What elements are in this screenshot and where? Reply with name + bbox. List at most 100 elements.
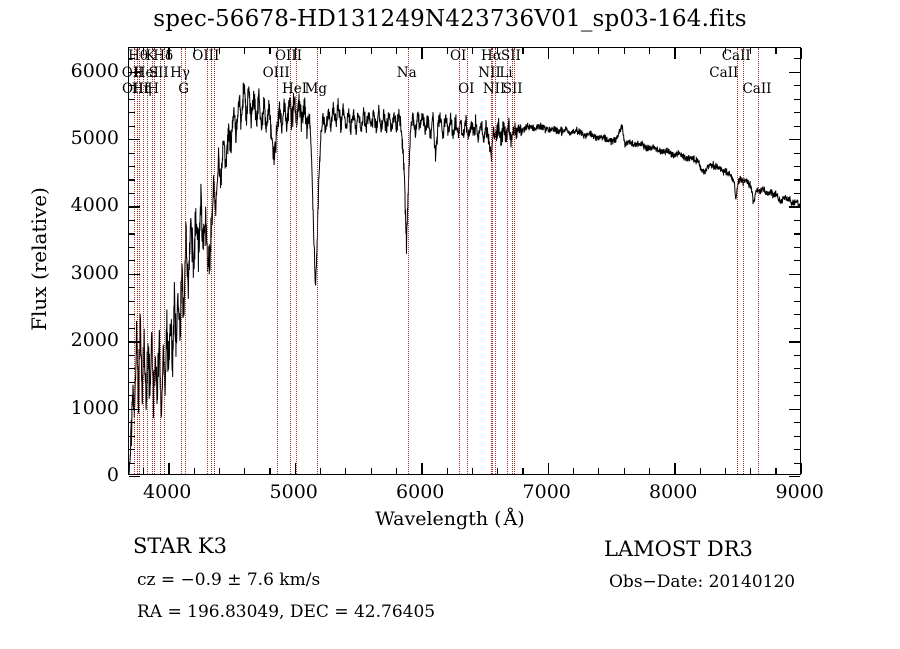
axis-tick — [699, 48, 701, 54]
axis-tick — [794, 435, 800, 437]
line-id-label: Li — [499, 65, 513, 81]
axis-tick — [794, 381, 800, 383]
marker-line — [142, 48, 144, 474]
marker-line — [316, 48, 318, 474]
axis-tick — [129, 152, 135, 154]
axis-tick — [750, 468, 752, 474]
marker-line — [136, 48, 138, 474]
observation-date-text: Obs−Date: 20140120 — [609, 572, 796, 592]
axis-tick — [794, 192, 800, 195]
line-id-label: Hθ — [128, 48, 149, 64]
marker-line — [507, 48, 508, 474]
line-id-label: Mg — [304, 81, 328, 97]
axis-tick — [129, 395, 135, 397]
x-tick-label: 4000 — [143, 481, 192, 503]
axis-tick — [794, 166, 800, 168]
axis-tick — [218, 48, 220, 54]
axis-tick — [794, 354, 800, 356]
axis-tick — [129, 58, 135, 60]
axis-tick — [320, 468, 322, 474]
axis-tick — [794, 112, 800, 114]
x-axis-title: Wavelength (Å) — [0, 508, 900, 530]
axis-tick — [129, 422, 135, 424]
axis-tick — [129, 179, 135, 181]
axis-tick — [547, 463, 550, 474]
axis-tick — [794, 300, 800, 302]
x-axis-title-text: Wavelength ( — [375, 508, 502, 530]
axis-tick — [269, 48, 271, 54]
line-id-label: NII — [478, 65, 501, 81]
line-id-label: OIII — [262, 65, 290, 81]
axis-tick — [129, 246, 135, 248]
line-id-label: OI — [449, 48, 467, 64]
axis-tick — [129, 449, 135, 451]
axis-tick — [800, 48, 803, 59]
line-id-label: OII — [121, 65, 144, 81]
marker-line — [737, 48, 739, 474]
object-class-text: STAR K3 — [133, 534, 227, 558]
x-tick-label: 5000 — [269, 481, 318, 503]
marker-line — [154, 48, 156, 474]
axis-tick — [750, 48, 752, 54]
axis-tick — [497, 468, 499, 474]
axis-tick — [345, 48, 347, 54]
line-id-label: HeI — [133, 65, 159, 81]
line-id-label: SII — [148, 65, 169, 81]
y-tick-label: 3000 — [70, 261, 119, 284]
axis-tick — [129, 233, 135, 235]
axis-tick — [193, 48, 195, 54]
axis-tick — [129, 139, 140, 141]
axis-tick — [345, 468, 347, 474]
line-id-label: K — [145, 48, 156, 64]
marker-line — [495, 48, 497, 474]
marker-line — [289, 48, 291, 474]
line-id-label: H — [147, 81, 160, 97]
marker-line — [211, 48, 213, 474]
axis-tick — [129, 462, 135, 464]
axis-tick — [294, 48, 297, 59]
line-id-label: SII — [502, 81, 523, 97]
axis-tick — [623, 48, 625, 54]
line-id-label: Hδ — [153, 48, 174, 64]
line-id-label: OI — [458, 81, 475, 97]
axis-tick — [794, 152, 800, 154]
axis-tick — [142, 48, 145, 54]
axis-tick — [789, 341, 800, 343]
line-id-label: CaII — [742, 81, 772, 97]
axis-tick — [794, 422, 800, 424]
axis-tick — [320, 48, 322, 54]
axis-tick — [794, 125, 800, 127]
axis-tick — [794, 395, 800, 397]
survey-name-text: LAMOST DR3 — [604, 537, 753, 561]
axis-tick — [129, 166, 135, 168]
axis-tick — [129, 314, 135, 316]
line-id-label: NII — [482, 81, 506, 97]
marker-line — [139, 48, 141, 474]
axis-tick — [294, 463, 297, 474]
axis-tick — [794, 260, 800, 262]
axis-tick — [129, 219, 135, 222]
marker-line — [206, 48, 208, 474]
axis-tick — [794, 327, 800, 329]
line-id-label: Hη — [131, 81, 152, 97]
axis-tick — [129, 300, 135, 302]
axis-tick — [573, 48, 575, 54]
axis-tick — [674, 463, 676, 474]
axis-tick — [168, 463, 170, 474]
axis-tick — [129, 476, 140, 478]
marker-line — [758, 48, 759, 474]
axis-tick — [674, 48, 676, 59]
axis-tick — [129, 287, 135, 289]
marker-line — [277, 48, 279, 474]
axis-tick — [471, 48, 473, 54]
axis-tick — [789, 476, 800, 478]
axis-tick — [421, 48, 423, 59]
axis-tick — [193, 468, 195, 474]
axis-tick — [648, 48, 651, 54]
axis-tick — [789, 206, 800, 208]
axis-tick — [789, 408, 800, 410]
axis-tick — [129, 206, 140, 208]
axis-tick — [724, 48, 726, 54]
line-id-label: Na — [396, 65, 417, 81]
